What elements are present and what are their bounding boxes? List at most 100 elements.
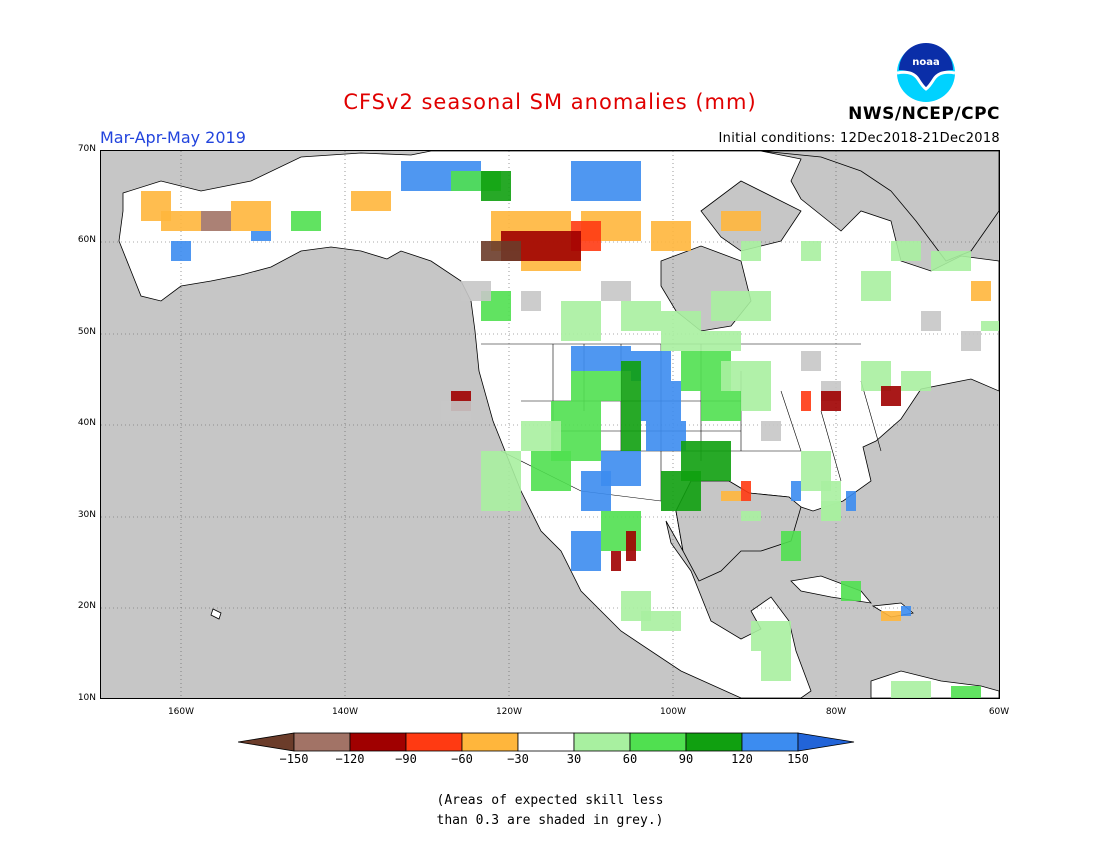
anomaly-cell: [231, 201, 271, 231]
legend-label: 120: [731, 752, 753, 766]
lat-label: 30N: [77, 510, 96, 520]
anomaly-cell: [931, 251, 971, 271]
lon-label: 120W: [495, 707, 523, 717]
legend-label: 30: [566, 752, 582, 766]
anomaly-cell: [841, 581, 861, 601]
legend-label: 90: [678, 752, 694, 766]
forecast-period: Mar-Apr-May 2019: [100, 128, 246, 147]
svg-text:noaa: noaa: [912, 57, 940, 68]
agency-label: NWS/NCEP/CPC: [848, 104, 1000, 124]
anomaly-cell: [531, 451, 571, 491]
anomaly-cell: [741, 241, 761, 261]
lat-label: 40N: [77, 418, 96, 428]
legend-label: −150: [279, 752, 309, 766]
anomaly-cell: [646, 421, 686, 451]
anomaly-cell: [641, 611, 681, 631]
legend-label: −60: [451, 752, 473, 766]
map-canvas: [101, 151, 999, 698]
legend-swatch: [685, 732, 743, 752]
anomaly-cell: [461, 281, 491, 301]
anomaly-cell: [961, 331, 981, 351]
anomaly-cell: [801, 391, 811, 411]
anomaly-cell: [881, 386, 901, 406]
anomaly-cell: [291, 211, 321, 231]
anomaly-cell: [901, 371, 931, 391]
anomaly-cell: [521, 421, 561, 451]
anomaly-cell: [791, 481, 801, 501]
anomaly-cell: [701, 391, 741, 421]
legend-swatch: [461, 732, 519, 752]
skill-note: (Areas of expected skill less than 0.3 a…: [0, 791, 1100, 831]
anomaly-cell: [821, 501, 841, 521]
anomaly-cell: [581, 471, 611, 511]
anomaly-cell: [846, 491, 856, 511]
anomaly-cell: [481, 451, 521, 511]
lat-label: 60N: [77, 235, 96, 245]
lat-label: 50N: [77, 327, 96, 337]
anomaly-cell: [641, 381, 681, 421]
color-legend-bar: [238, 732, 855, 752]
legend-label: 60: [622, 752, 638, 766]
legend-arrow-low: [238, 732, 295, 752]
anomaly-cell: [741, 481, 751, 501]
anomaly-cell: [721, 211, 761, 231]
anomaly-cell: [701, 331, 741, 351]
legend-swatch: [573, 732, 631, 752]
anomaly-cell: [481, 241, 521, 261]
legend-swatch: [629, 732, 687, 752]
anomaly-cell: [861, 271, 891, 301]
anomaly-cell: [881, 611, 901, 621]
legend-arrow-high: [797, 732, 855, 752]
anomaly-cell: [821, 391, 841, 411]
legend-swatch: [405, 732, 463, 752]
anomaly-cell: [621, 301, 661, 331]
anomaly-cell: [251, 231, 271, 241]
greenland-land: [760, 151, 999, 262]
anomaly-cell: [741, 511, 761, 521]
map-title: CFSv2 seasonal SM anomalies (mm): [343, 90, 757, 114]
anomaly-cell: [561, 301, 601, 341]
lon-label: 140W: [331, 707, 359, 717]
soil-moisture-anomaly-map: [100, 150, 1000, 699]
anomaly-cell: [201, 211, 231, 231]
lat-label: 70N: [77, 144, 96, 154]
anomaly-cell: [141, 191, 171, 221]
noaa-logo-icon: noaa: [896, 43, 956, 102]
anomaly-cell: [901, 606, 911, 616]
anomaly-cell: [601, 281, 631, 301]
legend-swatch: [741, 732, 799, 752]
anomaly-cell: [611, 551, 621, 571]
lon-label: 60W: [988, 707, 1010, 717]
legend-label: −90: [395, 752, 417, 766]
lat-label: 10N: [77, 693, 96, 703]
anomaly-cells: [141, 161, 999, 698]
anomaly-cell: [521, 291, 541, 311]
legend-label: −30: [507, 752, 529, 766]
anomaly-cell: [711, 291, 771, 321]
anomaly-cell: [661, 311, 701, 351]
anomaly-cell: [981, 321, 999, 331]
anomaly-cell: [951, 686, 981, 698]
anomaly-cell: [481, 171, 511, 201]
anomaly-cell: [741, 391, 771, 411]
lon-label: 100W: [659, 707, 687, 717]
anomaly-cell: [621, 361, 641, 451]
anomaly-cell: [721, 361, 771, 391]
anomaly-cell: [891, 681, 931, 698]
anomaly-cell: [781, 531, 801, 561]
legend-swatch: [349, 732, 407, 752]
anomaly-cell: [801, 241, 821, 261]
anomaly-cell: [351, 191, 391, 211]
anomaly-cell: [651, 221, 691, 251]
anomaly-cell: [761, 421, 781, 441]
legend-swatch: [293, 732, 351, 752]
anomaly-cell: [571, 161, 641, 201]
anomaly-cell: [891, 241, 921, 261]
anomaly-cell: [626, 531, 636, 561]
lon-label: 160W: [167, 707, 195, 717]
legend-label: −120: [335, 752, 365, 766]
lon-label: 80W: [825, 707, 847, 717]
anomaly-cell: [751, 621, 791, 651]
anomaly-cell: [571, 371, 621, 401]
anomaly-cell: [801, 351, 821, 371]
